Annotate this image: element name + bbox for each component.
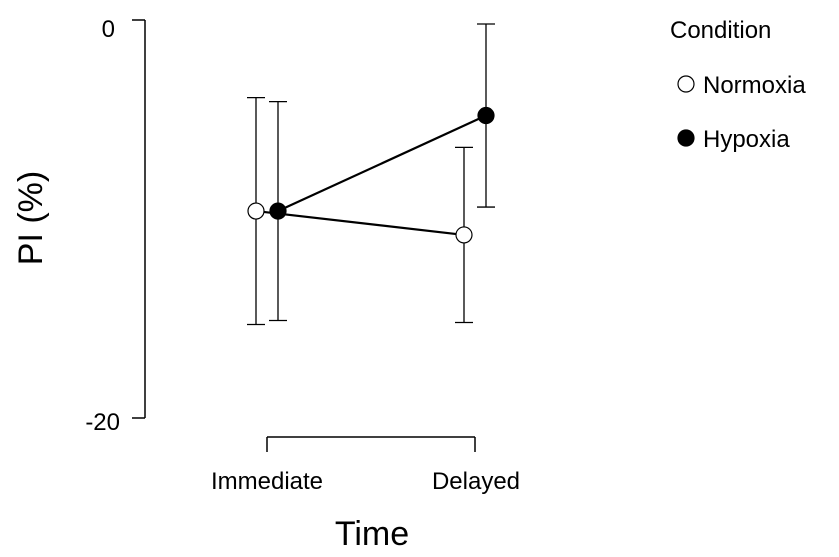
legend-marker-hypoxia: [677, 129, 695, 147]
legend-marker-normoxia: [677, 75, 695, 93]
series-line-hypoxia: [277, 114, 487, 213]
series-line-normoxia: [255, 209, 465, 237]
data-point-hypoxia-delayed: [477, 106, 495, 125]
legend-title: Condition: [670, 17, 771, 44]
data-point-normoxia-delayed: [455, 226, 473, 244]
x-tick-label-delayed: Delayed: [432, 468, 520, 495]
legend: Condition Normoxia Hypoxia: [670, 17, 806, 153]
y-axis-label: PI (%): [12, 171, 50, 265]
legend-label-hypoxia: Hypoxia: [703, 126, 790, 153]
y-tick-label-0: 0: [102, 16, 115, 43]
data-point-normoxia-immediate: [247, 202, 265, 220]
data-point-hypoxia-immediate: [269, 202, 287, 220]
y-tick-label-neg20: -20: [85, 409, 120, 436]
data-series-layer: [247, 23, 495, 326]
x-tick-label-immediate: Immediate: [211, 468, 323, 495]
legend-label-normoxia: Normoxia: [703, 72, 806, 99]
x-axis-label: Time: [335, 515, 409, 552]
